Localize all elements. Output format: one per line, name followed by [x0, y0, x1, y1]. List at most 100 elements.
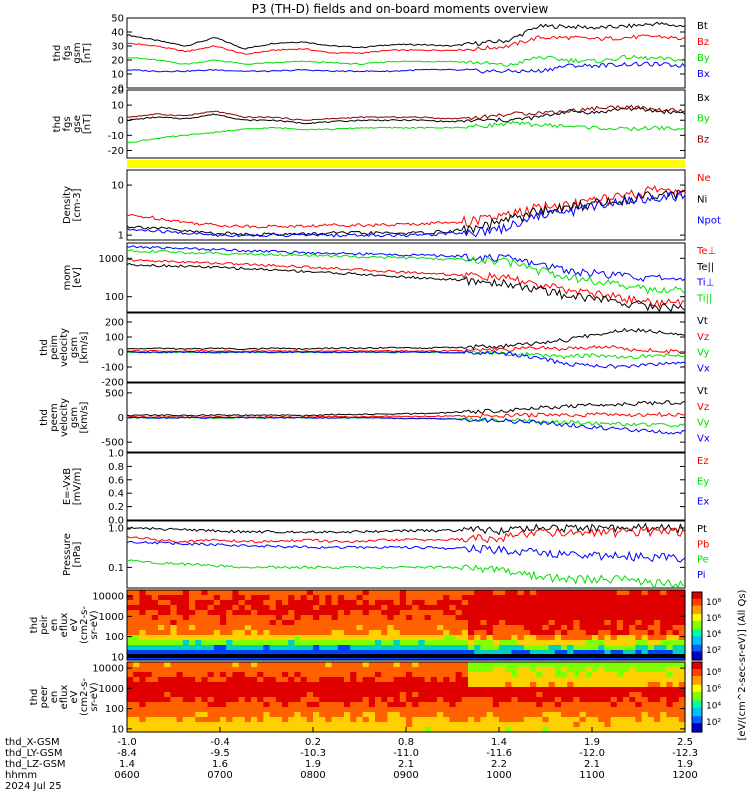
- series-line-Pe: [126, 559, 686, 589]
- heatmap-cell: [424, 630, 432, 636]
- heatmap-cell: [585, 595, 593, 601]
- heatmap-cell: [418, 697, 426, 703]
- heatmap-cell: [220, 702, 227, 708]
- heatmap-cell: [282, 645, 289, 651]
- heatmap-cell: [306, 697, 314, 703]
- heatmap-cell: [629, 630, 636, 636]
- heatmap-cell: [430, 605, 438, 611]
- heatmap-cell: [375, 635, 382, 641]
- heatmap-cell: [393, 672, 401, 678]
- heatmap-cell: [474, 682, 481, 688]
- y-axis-label: fgs: [62, 45, 73, 60]
- heatmap-cell: [151, 687, 159, 693]
- heatmap-cell: [207, 727, 215, 733]
- heatmap-cell: [244, 595, 252, 601]
- heatmap-cell: [660, 677, 667, 683]
- heatmap-cell: [288, 727, 295, 733]
- heatmap-cell: [251, 717, 258, 723]
- colorbar-cell: [692, 662, 702, 665]
- heatmap-cell: [226, 620, 233, 626]
- heatmap-cell: [127, 620, 134, 626]
- heatmap-cell: [263, 662, 271, 668]
- heatmap-cell: [387, 640, 395, 646]
- heatmap-cell: [678, 667, 686, 673]
- heatmap-cell: [437, 630, 444, 636]
- heatmap-cell: [232, 645, 240, 651]
- heatmap-cell: [461, 610, 469, 616]
- heatmap-cell: [530, 615, 537, 621]
- heatmap-cell: [387, 662, 395, 668]
- heatmap-cell: [269, 635, 277, 641]
- heatmap-cell: [474, 645, 481, 651]
- legend-entry: Vx: [697, 363, 710, 374]
- heatmap-cell: [468, 692, 475, 698]
- heatmap-cell: [387, 630, 395, 636]
- heatmap-cell: [598, 662, 605, 668]
- heatmap-cell: [418, 645, 426, 651]
- heatmap-cell: [455, 600, 463, 606]
- heatmap-cell: [275, 682, 283, 688]
- heatmap-cell: [133, 625, 140, 631]
- colorbar-tick: 10⁴: [706, 630, 721, 640]
- heatmap-cell: [127, 697, 134, 703]
- heatmap-cell: [139, 667, 147, 673]
- heatmap-cell: [257, 662, 264, 668]
- y-axis-label: peim: [49, 335, 60, 360]
- legend-entry: Pi: [697, 570, 706, 581]
- heatmap-cell: [468, 707, 475, 713]
- heatmap-cell: [362, 610, 370, 616]
- heatmap-cell: [313, 727, 320, 733]
- heatmap-cell: [189, 672, 196, 678]
- heatmap-cell: [629, 672, 636, 678]
- heatmap-cell: [437, 702, 444, 708]
- heatmap-cell: [554, 672, 562, 678]
- y-tick-label: 20: [111, 56, 124, 67]
- heatmap-cell: [449, 667, 457, 673]
- heatmap-cell: [430, 727, 438, 733]
- heatmap-cell: [660, 600, 667, 606]
- heatmap-cell: [517, 687, 525, 693]
- heatmap-cell: [430, 667, 438, 673]
- heatmap-cell: [387, 610, 395, 616]
- heatmap-cell: [455, 682, 463, 688]
- heatmap-cell: [492, 615, 500, 621]
- heatmap-cell: [592, 712, 599, 718]
- heatmap-cell: [158, 707, 165, 713]
- heatmap-cell: [437, 662, 444, 668]
- colorbar-cell: [692, 702, 702, 705]
- heatmap-cell: [201, 640, 209, 646]
- heatmap-cell: [486, 625, 494, 631]
- heatmap-cell: [548, 645, 556, 651]
- heatmap-cell: [616, 620, 624, 626]
- heatmap-cell: [195, 722, 202, 728]
- heatmap-cell: [300, 662, 308, 668]
- heatmap-cell: [635, 662, 643, 668]
- heatmap-cell: [641, 635, 649, 641]
- heatmap-cell: [232, 727, 240, 733]
- legend-entry: Bx: [697, 93, 710, 104]
- y-tick-label: 10000: [92, 592, 124, 603]
- heatmap-cell: [517, 717, 525, 723]
- y-tick-label: 1000: [99, 684, 124, 695]
- heatmap-cell: [567, 630, 574, 636]
- heatmap-cell: [654, 605, 661, 611]
- heatmap-cell: [461, 605, 469, 611]
- heatmap-cell: [604, 712, 612, 718]
- heatmap-cell: [561, 687, 568, 693]
- heatmap-cell: [257, 610, 264, 616]
- heatmap-cell: [561, 635, 568, 641]
- heatmap-cell: [678, 727, 686, 733]
- heatmap-cell: [201, 697, 209, 703]
- heatmap-cell: [331, 692, 339, 698]
- heatmap-cell: [517, 727, 525, 733]
- heatmap-cell: [561, 702, 568, 708]
- heatmap-cell: [641, 630, 649, 636]
- heatmap-cell: [207, 595, 215, 601]
- heatmap-cell: [437, 692, 444, 698]
- heatmap-cell: [623, 727, 630, 733]
- heatmap-cell: [269, 590, 277, 596]
- heatmap-cell: [579, 600, 587, 606]
- heatmap-cell: [263, 640, 271, 646]
- heatmap-cell: [623, 672, 630, 678]
- heatmap-cell: [195, 682, 202, 688]
